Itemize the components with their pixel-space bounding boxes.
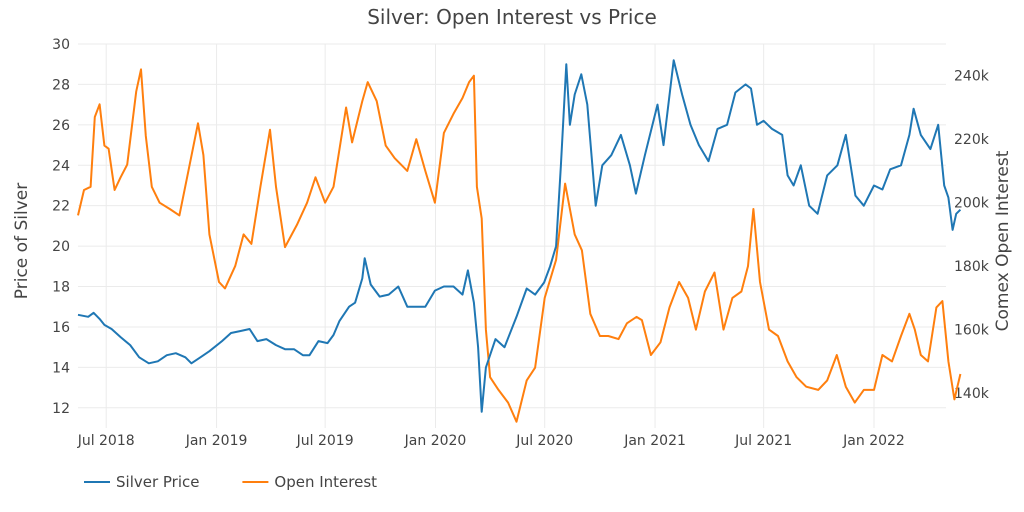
x-tick-label: Jul 2019 — [296, 433, 354, 449]
y2-tick-label: 240k — [954, 69, 990, 85]
y-tick-label: 18 — [52, 280, 70, 296]
y-axis-title: Price of Silver — [12, 183, 32, 299]
y2-tick-label: 220k — [954, 132, 990, 148]
x-tick-label: Jul 2020 — [515, 433, 573, 449]
x-tick-label: Jan 2020 — [404, 433, 467, 449]
gridlines — [78, 43, 946, 428]
legend[interactable]: Silver Price Open Interest — [84, 473, 377, 491]
chart-title: Silver: Open Interest vs Price — [367, 5, 657, 29]
y2-tick-label: 180k — [954, 259, 990, 275]
series-line-silver-price — [77, 59, 962, 413]
y-tick-label: 22 — [52, 199, 70, 215]
legend-label: Open Interest — [274, 473, 377, 491]
y2-tick-label: 140k — [954, 386, 990, 402]
x-tick-label: Jul 2018 — [77, 433, 135, 449]
axes: 12 14 16 18 20 22 24 26 28 30 140k 160k 180k 200k 220k… — [52, 37, 990, 449]
y-tick-label: 20 — [52, 239, 70, 255]
y-tick-label: 30 — [52, 37, 70, 53]
y-tick-label: 24 — [52, 158, 70, 174]
x-tick-label: Jan 2021 — [623, 433, 686, 449]
plot-series — [77, 59, 962, 423]
x-tick-label: Jan 2022 — [842, 433, 905, 449]
y-tick-label: 14 — [52, 360, 70, 376]
y-tick-label: 26 — [52, 118, 70, 134]
y-tick-label: 16 — [52, 320, 70, 336]
y2-axis-title: Comex Open Interest — [993, 150, 1013, 331]
y2-tick-label: 160k — [954, 323, 990, 339]
x-tick-label: Jul 2021 — [734, 433, 792, 449]
legend-label: Silver Price — [116, 473, 200, 491]
y-tick-label: 28 — [52, 77, 70, 93]
x-tick-label: Jan 2019 — [185, 433, 248, 449]
legend-item-silver-price[interactable]: Silver Price — [84, 473, 200, 491]
series-line-open-interest — [77, 68, 962, 423]
y-tick-label: 12 — [52, 401, 70, 417]
y2-tick-label: 200k — [954, 196, 990, 212]
legend-item-open-interest[interactable]: Open Interest — [242, 473, 377, 491]
